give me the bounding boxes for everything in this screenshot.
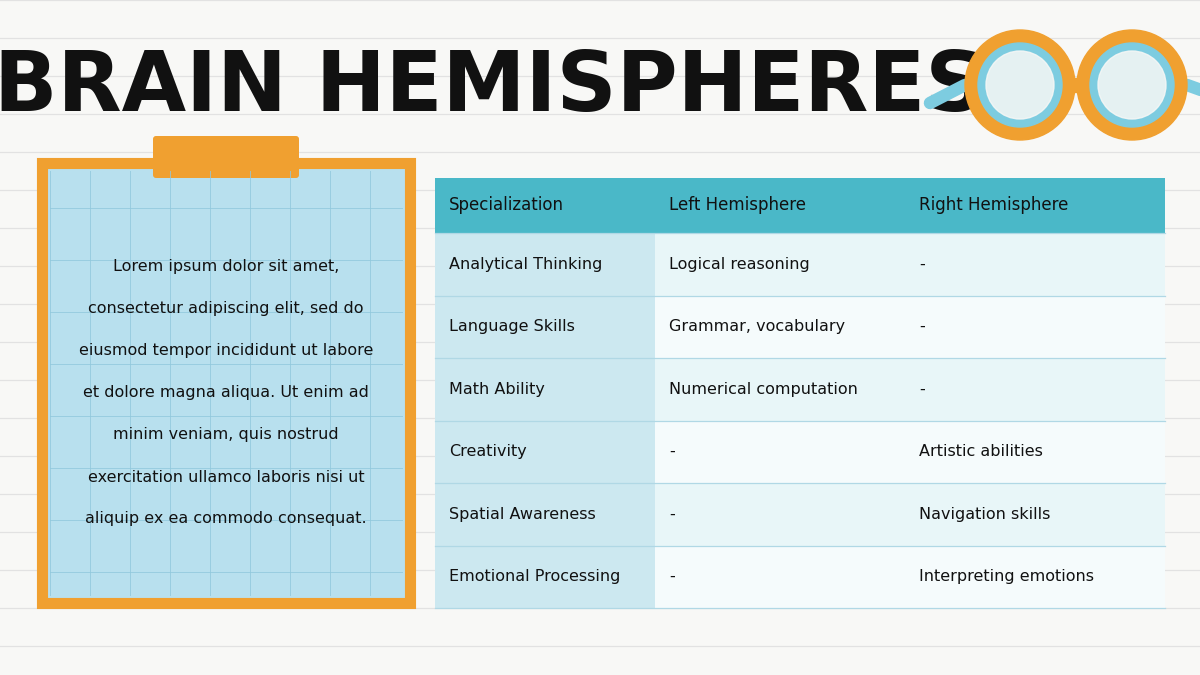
Bar (655, 233, 1165, 296)
Text: -: - (670, 507, 674, 522)
Circle shape (1090, 43, 1174, 127)
Text: Grammar, vocabulary: Grammar, vocabulary (670, 319, 845, 334)
Text: Right Hemisphere: Right Hemisphere (919, 196, 1068, 215)
Text: Creativity: Creativity (449, 444, 527, 459)
Bar (436, 233, 655, 608)
Text: Lorem ipsum dolor sit amet,

consectetur adipiscing elit, sed do

eiusmod tempor: Lorem ipsum dolor sit amet, consectetur … (79, 259, 373, 526)
Text: BRAIN HEMISPHERES: BRAIN HEMISPHERES (0, 47, 985, 128)
Bar (655, 296, 1165, 358)
FancyBboxPatch shape (154, 136, 299, 178)
Text: Analytical Thinking: Analytical Thinking (449, 256, 602, 272)
Bar (655, 358, 1165, 421)
Circle shape (978, 43, 1062, 127)
Bar (655, 483, 1165, 545)
Text: Logical reasoning: Logical reasoning (670, 256, 810, 272)
Text: Specialization: Specialization (449, 196, 564, 215)
Text: Left Hemisphere: Left Hemisphere (670, 196, 806, 215)
Circle shape (986, 51, 1054, 119)
Bar (655, 421, 1165, 483)
Bar (42, 163, 410, 603)
Text: Interpreting emotions: Interpreting emotions (919, 569, 1094, 585)
Circle shape (1098, 51, 1166, 119)
Text: Spatial Awareness: Spatial Awareness (449, 507, 595, 522)
Text: -: - (919, 319, 925, 334)
Text: -: - (919, 382, 925, 397)
Bar (655, 545, 1165, 608)
Bar (436, 178, 1165, 233)
Text: Language Skills: Language Skills (449, 319, 575, 334)
Text: Navigation skills: Navigation skills (919, 507, 1050, 522)
Text: Artistic abilities: Artistic abilities (919, 444, 1043, 459)
Text: Emotional Processing: Emotional Processing (449, 569, 620, 585)
Circle shape (965, 30, 1075, 140)
Circle shape (1078, 30, 1187, 140)
Text: -: - (670, 444, 674, 459)
Text: -: - (670, 569, 674, 585)
Text: Math Ability: Math Ability (449, 382, 545, 397)
Text: Numerical computation: Numerical computation (670, 382, 858, 397)
Text: -: - (919, 256, 925, 272)
